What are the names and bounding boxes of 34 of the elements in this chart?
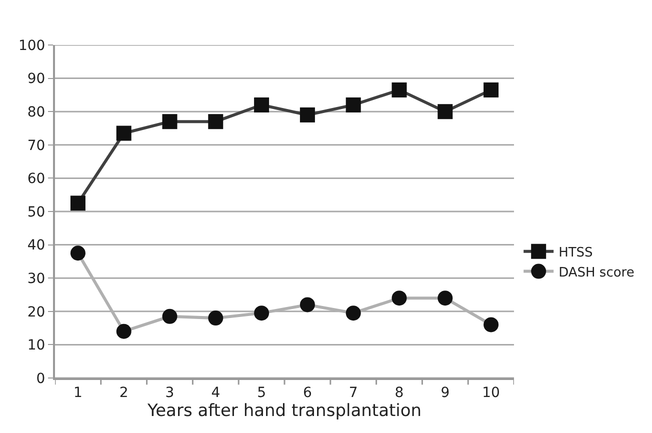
x-tick-label: 1	[73, 384, 82, 401]
point	[392, 82, 407, 98]
point	[208, 114, 224, 130]
x-tick-label: 2	[119, 384, 128, 401]
y-tick-label: 90	[27, 71, 46, 88]
point	[346, 97, 361, 112]
point	[116, 126, 132, 141]
x-tick-label: 8	[394, 384, 404, 401]
point	[484, 82, 499, 98]
x-tick-label: 9	[440, 384, 450, 401]
x-tick-label: 10	[482, 384, 500, 401]
y-tick-label: 60	[27, 171, 46, 188]
x-tick-label: 4	[211, 384, 220, 401]
x-tick-label: 3	[165, 384, 174, 401]
y-tick-label: 70	[27, 138, 46, 154]
y-tick-label: 20	[27, 304, 46, 320]
y-tick-label: 0	[36, 370, 46, 387]
y-tick-label: 80	[27, 104, 46, 120]
y-tick-label: 30	[27, 271, 46, 287]
legend-label: DASH score	[558, 265, 634, 280]
point	[70, 196, 86, 211]
point	[300, 107, 315, 122]
x-axis-title: Years after hand transplantation	[146, 400, 422, 421]
y-tick-label: 40	[27, 238, 46, 254]
point	[438, 104, 453, 120]
y-tick-label: 10	[27, 338, 46, 354]
y-tick-label: 100	[18, 38, 46, 54]
legend-label: HTSS	[558, 245, 593, 260]
x-tick-label: 6	[302, 384, 312, 401]
x-tick-label: 5	[257, 384, 266, 401]
x-tick-label: 7	[348, 384, 358, 401]
point	[254, 97, 270, 112]
point	[162, 114, 178, 130]
y-tick-label: 50	[27, 204, 46, 220]
